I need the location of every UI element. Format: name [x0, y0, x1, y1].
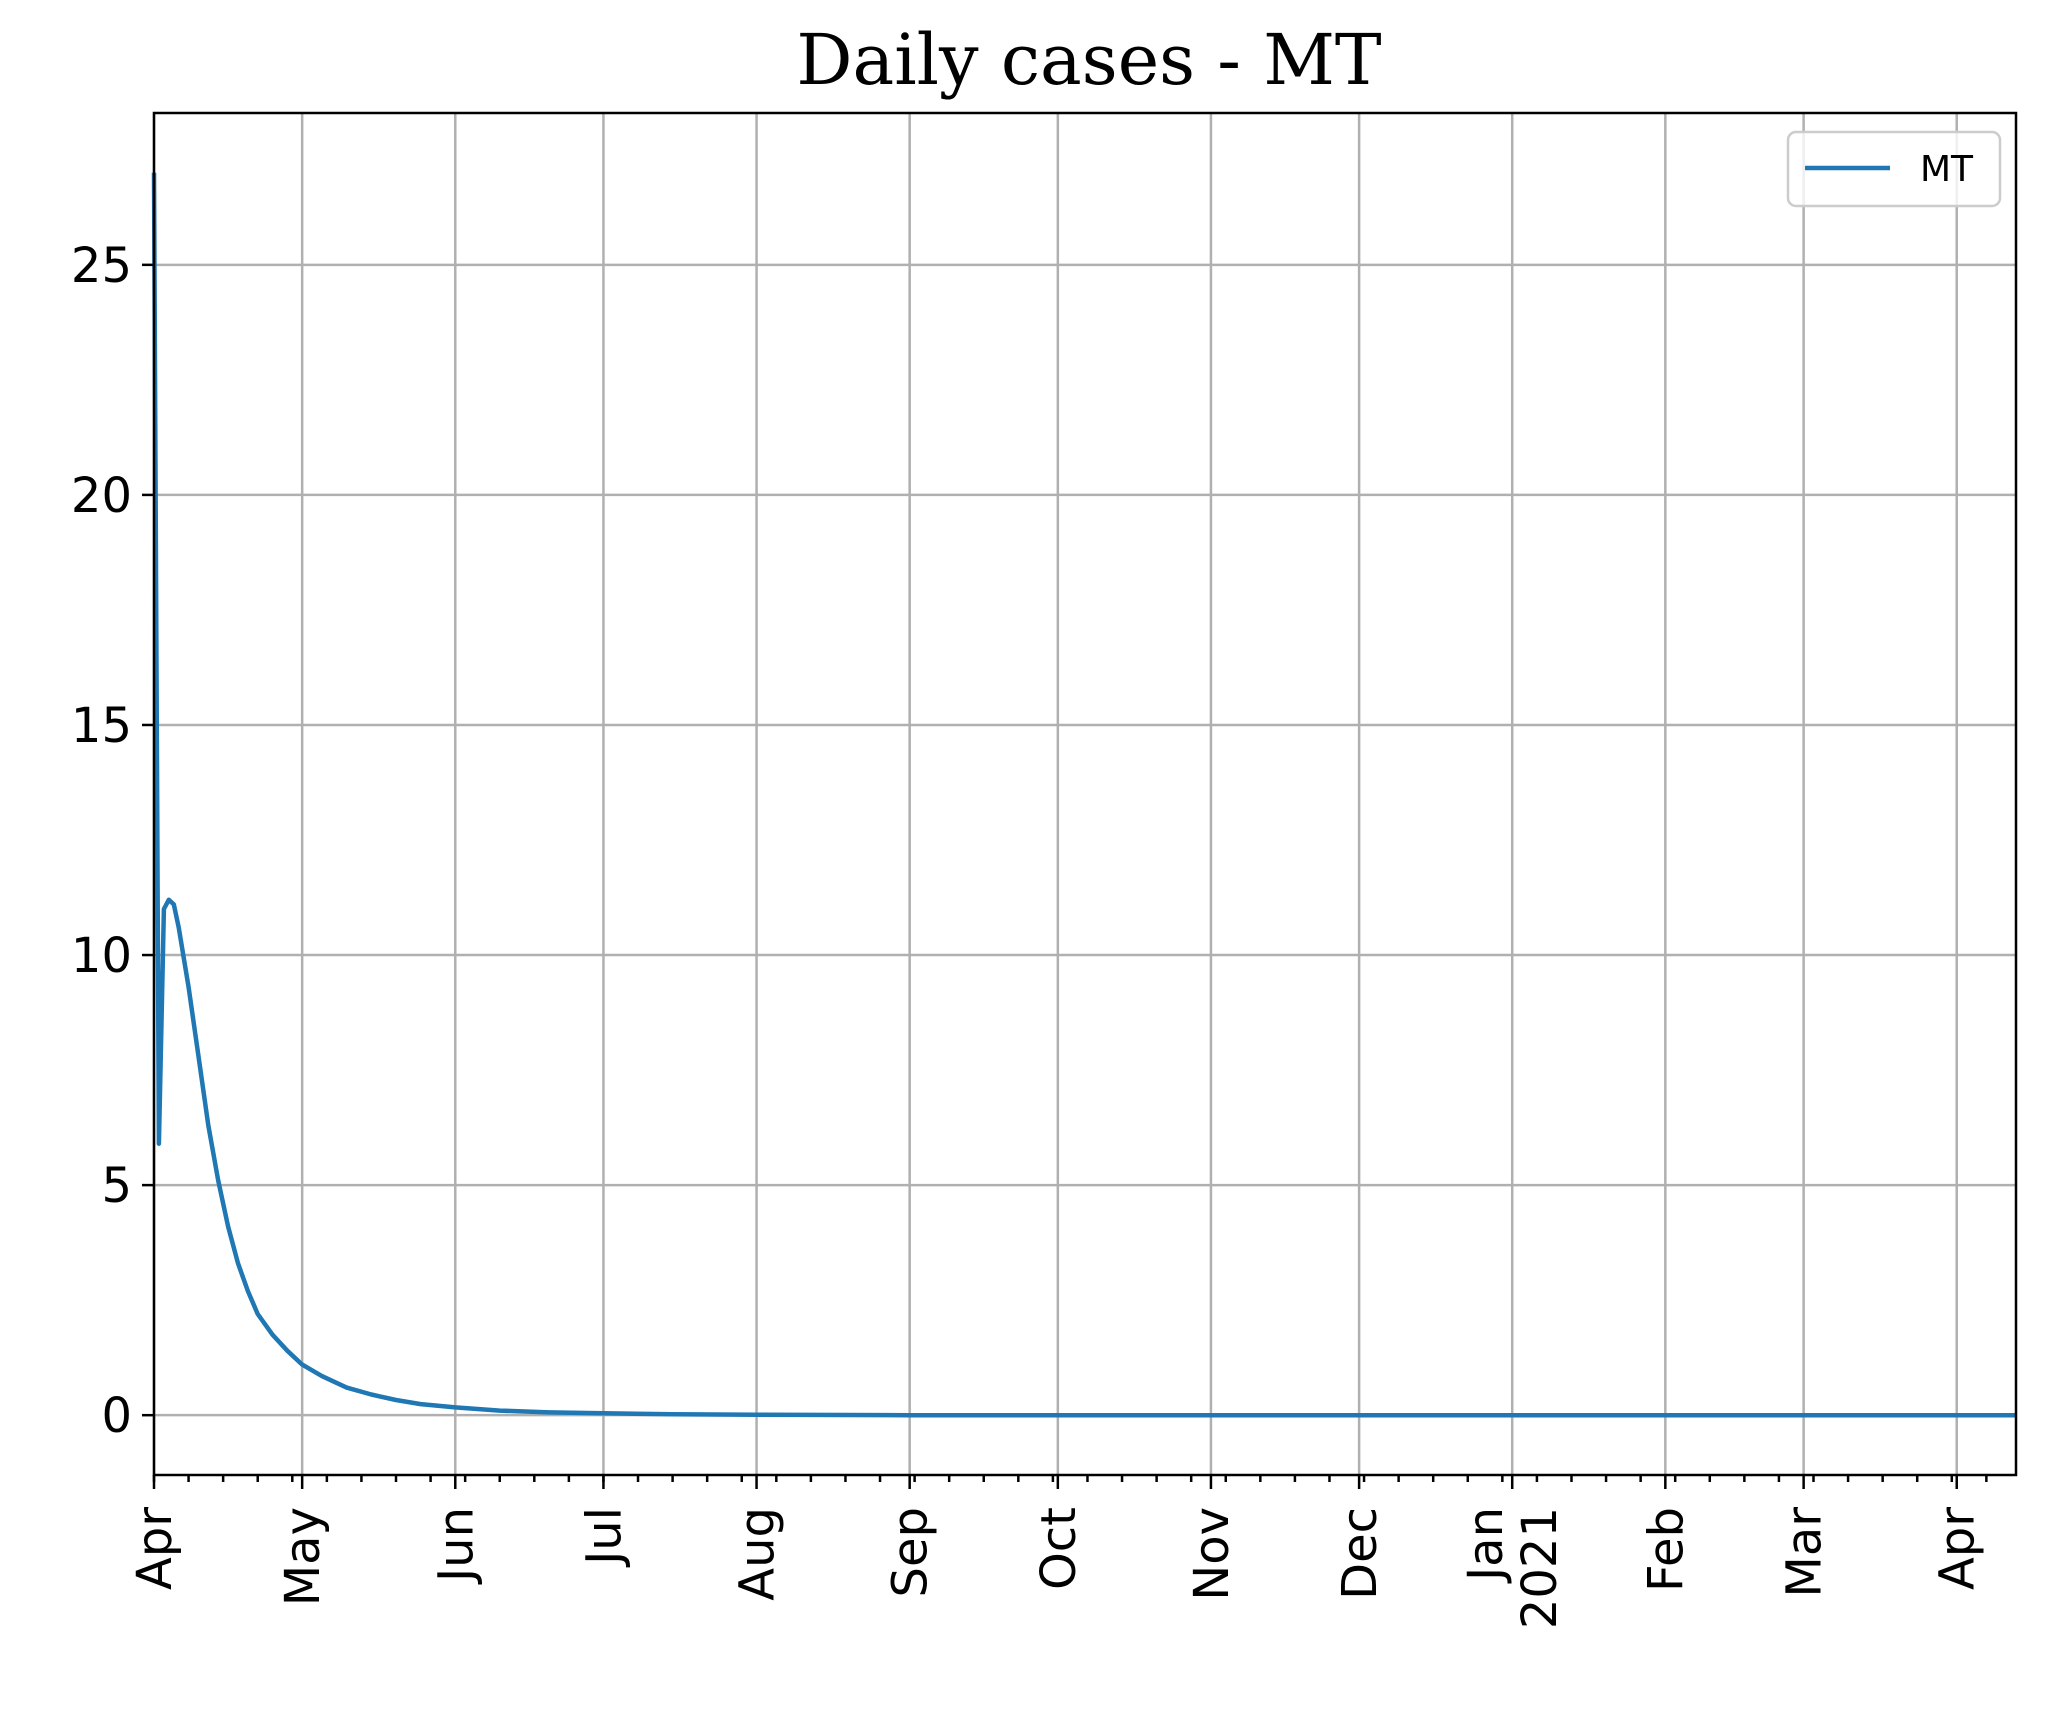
x-tick-label-line: May — [275, 1507, 331, 1606]
x-tick-label: Sep — [883, 1507, 939, 1597]
x-tick-label: May — [275, 1507, 331, 1606]
plot-frame — [152, 111, 2018, 1477]
y-tick-label: 15 — [71, 698, 132, 754]
x-tick-label: Jun — [428, 1507, 484, 1585]
x-tick-label-line: Aug — [730, 1507, 786, 1601]
y-tick-label: 20 — [71, 468, 132, 524]
legend-box — [1786, 130, 2002, 208]
y-tick-label: 0 — [101, 1388, 132, 1444]
x-tick-label-line: Jul — [576, 1507, 632, 1568]
x-tick-label: Dec — [1332, 1507, 1388, 1600]
x-tick-label-line: Dec — [1332, 1507, 1388, 1600]
x-tick-label: Oct — [1031, 1507, 1087, 1590]
y-axis: 0 5 10 15 20 25 — [71, 238, 154, 1444]
legend-label-mt: MT — [1920, 149, 1974, 190]
x-tick-label: Nov — [1184, 1507, 1240, 1601]
chart-title: Daily cases - MT — [796, 19, 1381, 101]
y-tick-label: 5 — [101, 1158, 132, 1214]
x-tick-label: Apr — [127, 1507, 183, 1590]
legend: MT — [1786, 130, 2002, 208]
x-tick-label-line: Apr — [1930, 1507, 1986, 1590]
series-layer — [151, 172, 2016, 1418]
x-tick-label-line: Jun — [428, 1507, 484, 1585]
x-tick-label: Feb — [1638, 1507, 1694, 1592]
x-tick-label-line: Jan — [1458, 1507, 1514, 1584]
x-tick-label: Mar — [1777, 1507, 1833, 1598]
x-tick-label-line: Mar — [1777, 1507, 1833, 1598]
y-tick-label: 10 — [71, 928, 132, 984]
y-tick-label: 25 — [71, 238, 132, 294]
x-tick-label-line: 2021 — [1512, 1507, 1568, 1629]
x-tick-label: Aug — [730, 1507, 786, 1601]
x-tick-label-line: Sep — [883, 1507, 939, 1597]
series-line-mt — [151, 172, 2016, 1418]
grid-layer — [152, 113, 2016, 1475]
x-tick-label-line: Oct — [1031, 1507, 1087, 1590]
x-tick-label: Jul — [576, 1507, 632, 1568]
x-tick-label-line: Apr — [127, 1507, 183, 1590]
x-tick-label-line: Feb — [1638, 1507, 1694, 1592]
x-tick-label: Apr — [1930, 1507, 1986, 1590]
x-tick-label-line: Nov — [1184, 1507, 1240, 1601]
